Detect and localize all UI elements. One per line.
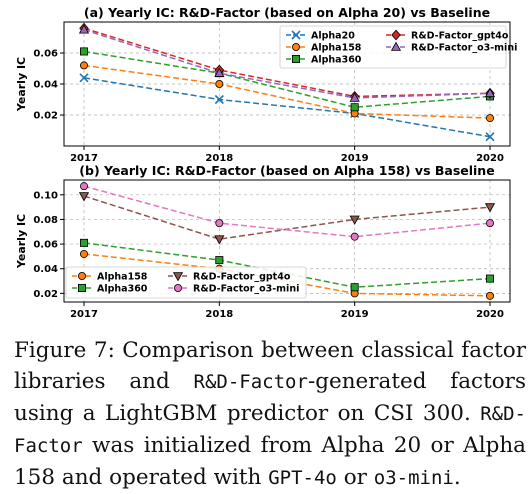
chart-a-series-alpha360-line <box>83 50 491 109</box>
chart-a-ytick-label-2: 0.06 <box>33 49 58 60</box>
caption-text-1: Figure 7: Comparison between classical f… <box>14 338 526 394</box>
chart-a-legend-alpha20-label: Alpha20 <box>311 31 355 42</box>
chart-b-xtick-label-3: 2020 <box>476 309 504 320</box>
caption-text-3: was initialized from Alpha 20 or Alpha 1… <box>14 433 526 490</box>
chart-a-xtick-label-3: 2020 <box>476 153 504 164</box>
caption-mono-3: GPT-4o <box>268 467 337 489</box>
chart-b-legend-r-d-factor-gpt4o-label: R&D-Factor_gpt4o <box>193 272 291 283</box>
chart-b-xtick-label-0: 2017 <box>70 309 98 320</box>
caption-mono-2: R&D-Factor <box>14 403 526 457</box>
chart-b-series-r-d-factor-gpt4o-point-3 <box>484 203 496 213</box>
chart-b-series-r-d-factor-gpt4o-point-1 <box>214 235 225 245</box>
caption-text-2: -generated factors using a LightGBM pred… <box>14 369 526 426</box>
chart-b-legend-r-d-factor-o3-mini-label: R&D-Factor_o3-mini <box>193 284 299 295</box>
figure-caption: Figure 7: Comparison between classical f… <box>14 335 526 494</box>
chart-a-xtick-label-2: 2019 <box>341 153 369 164</box>
chart-b-series-r-d-factor-gpt4o-point-2 <box>349 215 360 225</box>
chart-a-legend-alpha158-label: Alpha158 <box>311 43 362 54</box>
chart-b-series-r-d-factor-o3-mini-point-2 <box>350 232 359 241</box>
chart-b-ytick-label-3: 0.08 <box>33 215 58 226</box>
chart-b-series-r-d-factor-o3-mini-point-1 <box>215 219 224 228</box>
chart-a-series-r-d-factor-o3-mini-point-3 <box>484 87 496 98</box>
chart-a-series-alpha158-point-1 <box>215 80 224 89</box>
chart-b-ytick-label-1: 0.04 <box>33 264 58 275</box>
chart-b-series-r-d-factor-o3-mini-line <box>83 185 491 238</box>
chart-b-plot-frame <box>63 179 511 303</box>
chart-a-series-alpha20-point-3 <box>485 132 495 142</box>
chart-a-xtick-label-0: 2017 <box>70 153 98 164</box>
chart-b-series-alpha360-point-0 <box>80 238 89 247</box>
chart-a-series-alpha20-line <box>83 77 491 138</box>
chart-b-series-alpha158-line <box>83 253 491 297</box>
chart-a-xtick-label-1: 2018 <box>205 153 233 164</box>
chart-a-series-alpha360-point-2 <box>350 103 359 112</box>
chart-a-series-r-d-factor-o3-mini-point-1 <box>214 67 225 77</box>
chart-a-legend-alpha360-label: Alpha360 <box>311 55 362 66</box>
chart-a-legend-alpha20-marker <box>291 30 301 40</box>
chart-a-series-alpha158-line <box>83 64 491 119</box>
chart-a-yearly-ic-alpha20: (a) Yearly IC: R&D-Factor (based on Alph… <box>15 5 517 164</box>
chart-b-series-alpha158-point-3 <box>485 291 494 300</box>
chart-a-series-r-d-factor-gpt4o-line <box>83 27 491 98</box>
chart-a-series-alpha20-point-0 <box>79 73 89 83</box>
chart-a-legend-alpha360-marker <box>291 55 300 64</box>
chart-b-series-alpha360-point-2 <box>350 283 359 292</box>
caption-text-4: or <box>336 465 374 490</box>
chart-a-ylabel: Yearly IC <box>15 57 28 112</box>
chart-b-series-alpha360-point-1 <box>215 256 224 265</box>
chart-a-series-r-d-factor-o3-mini-point-0 <box>78 24 90 34</box>
chart-a-legend-r-d-factor-gpt4o-label: R&D-Factor_gpt4o <box>411 31 509 42</box>
chart-a-legend-alpha158-marker <box>291 43 300 52</box>
chart-b-ylabel: Yearly IC <box>15 214 28 269</box>
chart-b-ytick-label-0: 0.02 <box>33 289 58 300</box>
caption-text-5: . <box>453 465 461 490</box>
chart-b-series-alpha360-line <box>83 242 491 288</box>
chart-b-xtick-label-1: 2018 <box>205 309 233 320</box>
chart-b-legend-r-d-factor-gpt4o-marker <box>172 272 184 282</box>
chart-a-ytick-label-0: 0.02 <box>33 111 58 122</box>
chart-b-yearly-ic-alpha158: (b) Yearly IC: R&D-Factor (based on Alph… <box>15 163 511 320</box>
chart-a-series-alpha158-point-3 <box>485 114 494 123</box>
chart-b-series-r-d-factor-gpt4o-point-0 <box>78 192 90 202</box>
chart-a-series-r-d-factor-o3-mini-line <box>83 29 491 99</box>
chart-a-series-r-d-factor-o3-mini-point-2 <box>349 92 360 102</box>
figure: (a) Yearly IC: R&D-Factor (based on Alph… <box>15 5 517 320</box>
caption-mono-4: o3-mini <box>373 467 454 489</box>
chart-a-legend-r-d-factor-o3-mini-marker <box>390 41 402 51</box>
chart-b-ytick-label-2: 0.06 <box>33 240 58 251</box>
chart-b-series-alpha158-point-0 <box>80 249 89 258</box>
chart-b-legend-box <box>65 266 307 299</box>
chart-b-legend-alpha360-marker <box>78 283 87 292</box>
chart-b-legend-r-d-factor-o3-mini-marker <box>173 283 182 292</box>
chart-b-series-alpha360-point-3 <box>485 274 494 283</box>
chart-b-title: (b) Yearly IC: R&D-Factor (based on Alph… <box>79 163 494 178</box>
chart-b-legend-alpha158-marker <box>78 271 87 280</box>
chart-b-legend-alpha158-label: Alpha158 <box>97 272 148 283</box>
caption-mono-1: R&D-Factor <box>193 371 308 393</box>
chart-a-series-alpha158-point-0 <box>80 61 89 70</box>
chart-b-ytick-label-4: 0.10 <box>33 190 58 201</box>
chart-a-series-alpha360-point-0 <box>80 47 89 56</box>
chart-a-title: (a) Yearly IC: R&D-Factor (based on Alph… <box>84 5 490 20</box>
chart-a-series-alpha20-point-1 <box>214 94 224 105</box>
chart-a-legend-r-d-factor-gpt4o-marker <box>391 29 401 41</box>
chart-a-legend-r-d-factor-o3-mini-label: R&D-Factor_o3-mini <box>411 43 517 54</box>
chart-b-legend-alpha360-label: Alpha360 <box>97 284 148 295</box>
chart-b-xtick-label-2: 2019 <box>341 309 369 320</box>
chart-b-series-r-d-factor-o3-mini-point-0 <box>80 182 89 191</box>
chart-b-series-r-d-factor-o3-mini-point-3 <box>485 219 494 228</box>
chart-a-ytick-label-1: 0.04 <box>33 80 58 91</box>
